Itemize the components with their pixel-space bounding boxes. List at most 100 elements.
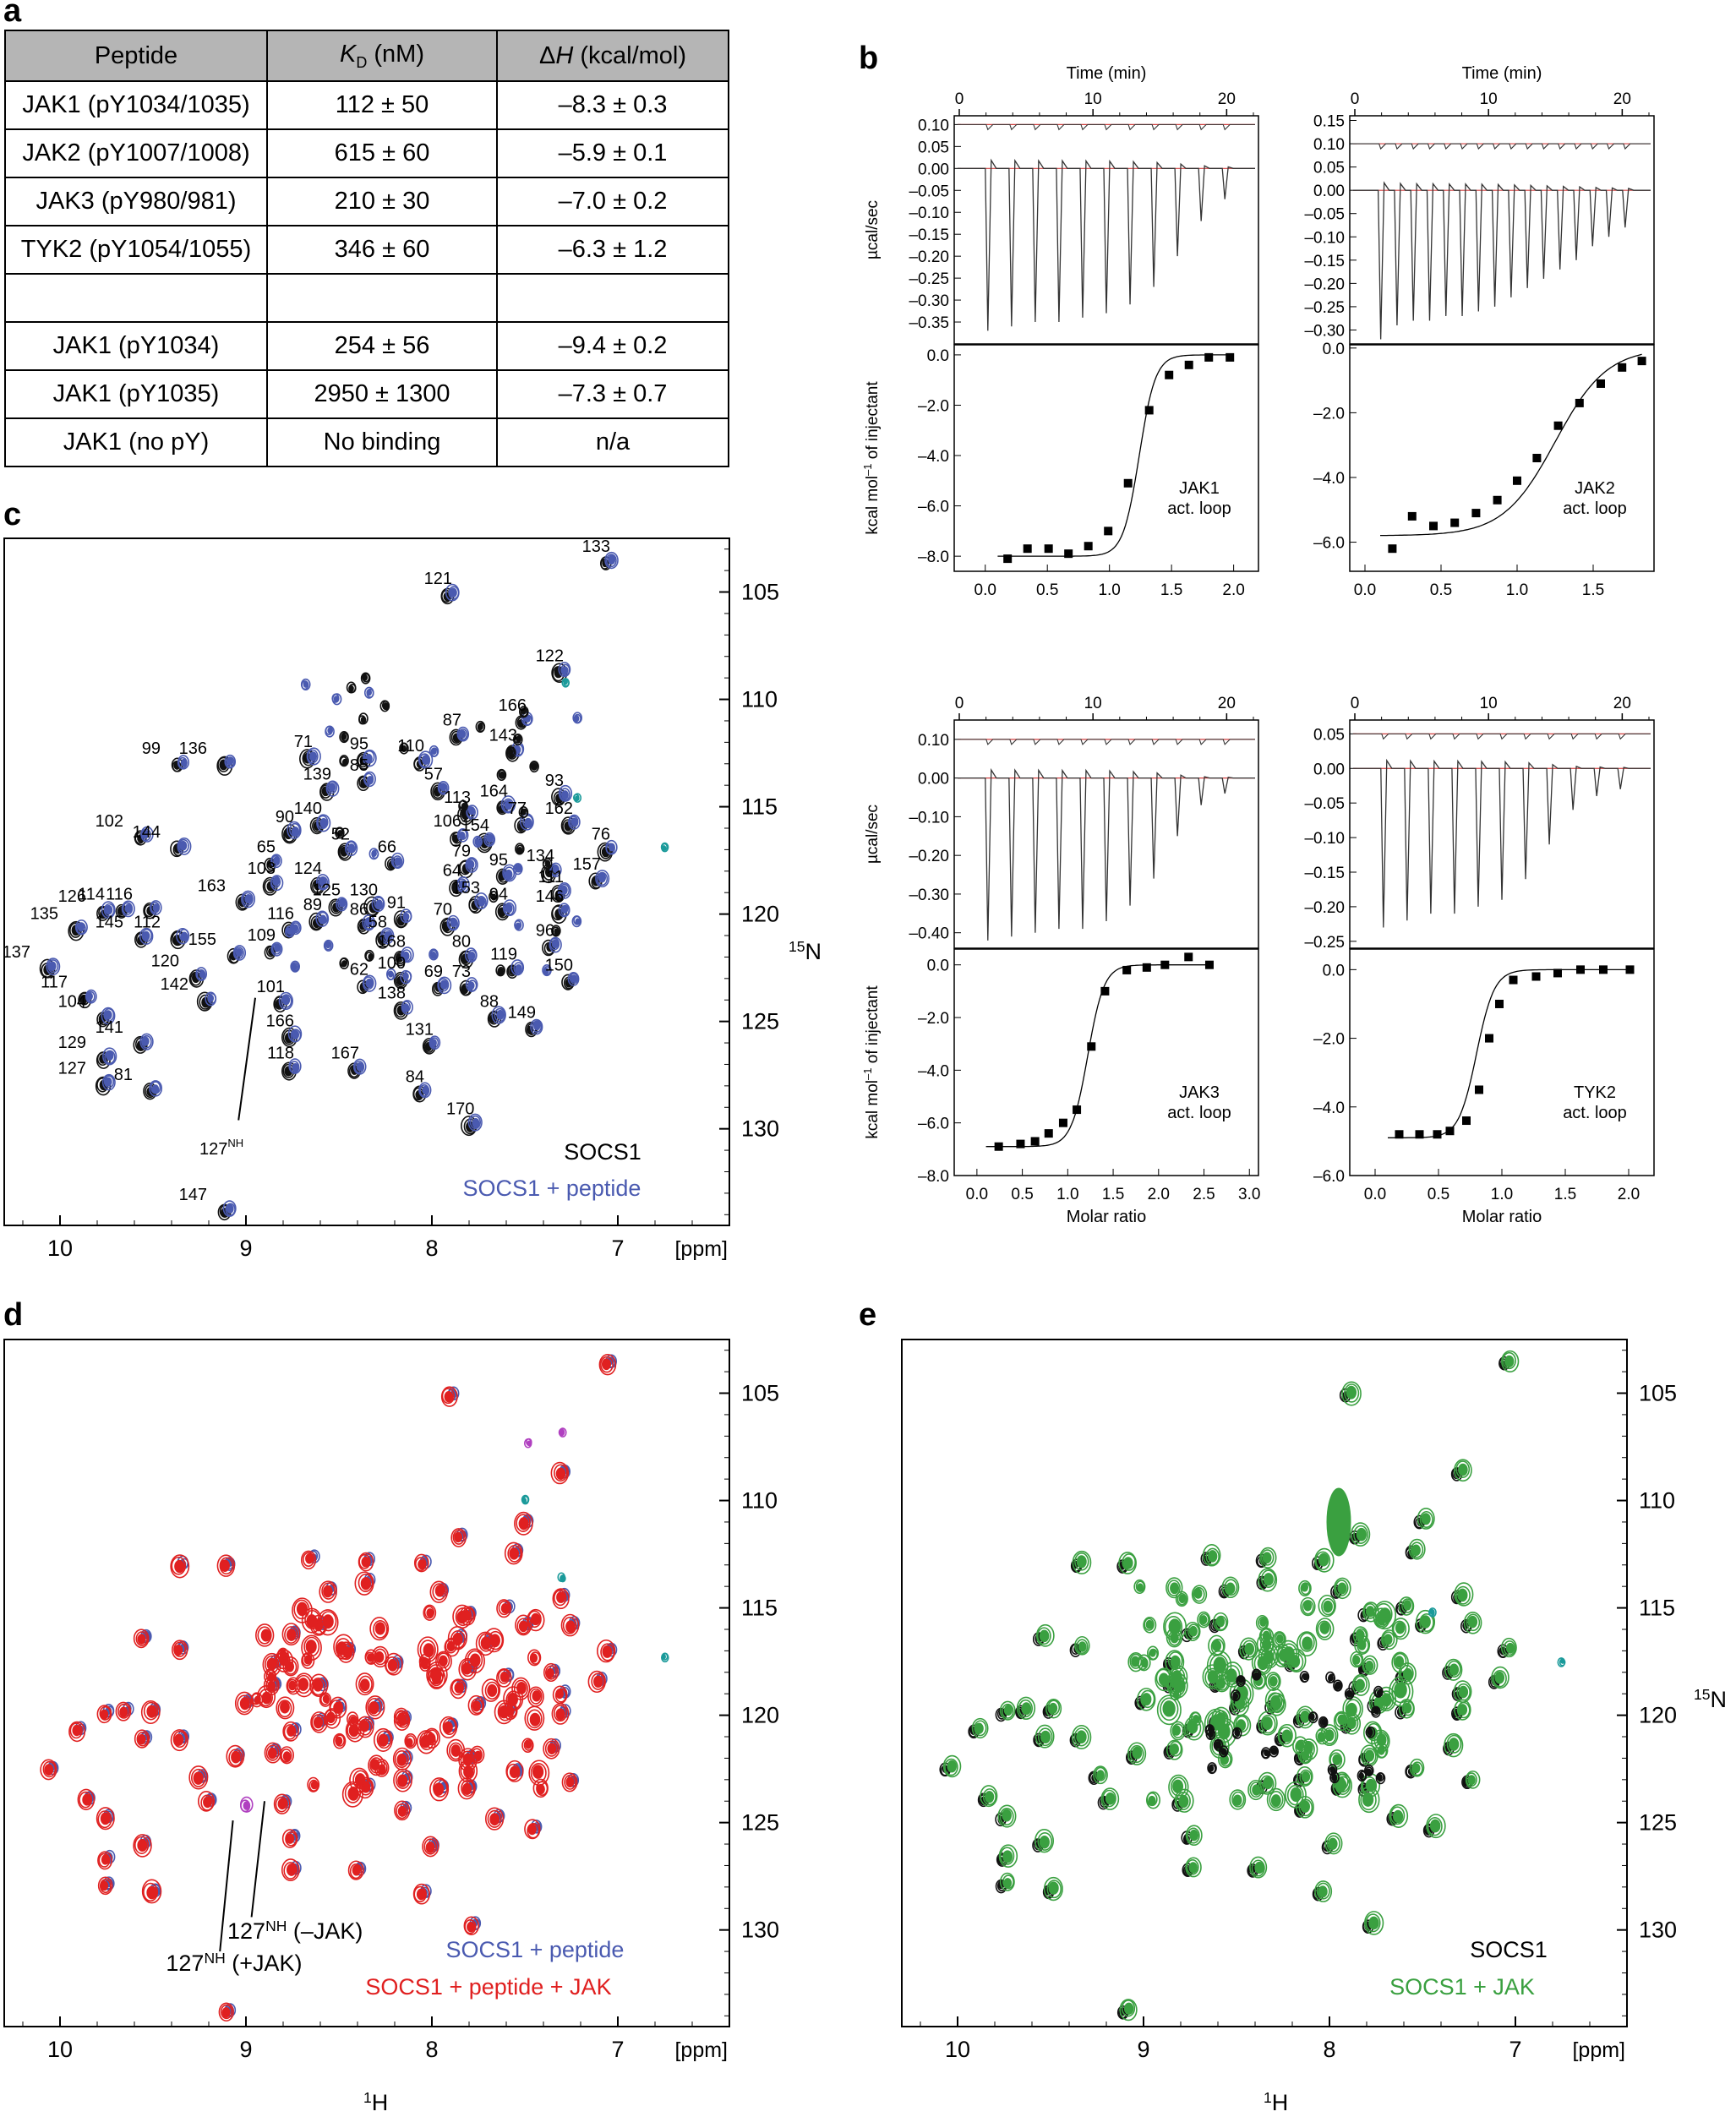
peak-socs1-peptide-jak	[137, 1634, 146, 1645]
n15-axis-title: 15N	[1694, 1686, 1727, 1712]
peak-socs1-peptide	[232, 945, 247, 961]
peak-extra	[366, 689, 372, 696]
peak-socs1-peptide-jak	[77, 1788, 96, 1811]
peak-socs1-jak	[1254, 1861, 1264, 1874]
residue-label: 76	[592, 825, 610, 843]
peak-socs1-peptide-jak	[368, 1700, 379, 1715]
peak-socs1-jak	[1046, 1880, 1062, 1899]
peak-socs1-peptide-jak	[100, 1812, 111, 1825]
peak-green-extra	[1264, 1688, 1286, 1713]
peak-socs1-peptide-jak	[188, 1765, 209, 1790]
peak-socs1-peptide	[522, 815, 534, 829]
peak-socs1-jak	[1314, 1547, 1335, 1573]
peak-socs1-peptide-jak	[467, 1921, 476, 1933]
data-point	[1204, 352, 1214, 362]
ratio-tick-label: 1.0	[1098, 581, 1120, 599]
peak-socs1-jak	[1100, 1787, 1120, 1810]
data-point	[1165, 370, 1174, 379]
peak-socs1-peptide	[456, 726, 470, 742]
peak-socs1-peptide-jak	[97, 1851, 113, 1870]
peak-socs1-jak	[1326, 1835, 1340, 1852]
peak-jak-extra	[279, 1650, 287, 1659]
reference-trace	[1353, 733, 1651, 740]
peak-socs1-peptide-jak	[385, 1656, 400, 1674]
residue-label: 73	[452, 963, 471, 981]
peak-socs1-jak	[1456, 1701, 1471, 1719]
peak-socs1-peptide-jak	[450, 1528, 467, 1547]
annotation-pointer	[237, 997, 256, 1121]
residue-label: 101	[257, 978, 285, 996]
peak-socs1-peptide-jak	[360, 1576, 372, 1590]
panel-annotation-loop: act. loop	[1563, 1104, 1627, 1122]
peak-socs1-peptide-jak	[560, 1613, 580, 1637]
peak-magenta	[559, 1429, 565, 1436]
peak-127-jak	[243, 1801, 251, 1810]
peak-socs1-peptide	[381, 929, 393, 942]
peak-green-extra	[1318, 1594, 1336, 1618]
peak-black-extra	[1346, 1690, 1352, 1698]
peak-jak-extra	[481, 1678, 501, 1702]
peak-socs1-jak	[974, 1720, 987, 1737]
peak-green-extra	[1269, 1791, 1284, 1809]
peak-socs1-jak	[1362, 1655, 1378, 1675]
peak-socs1-peptide-jak	[228, 1749, 243, 1767]
ppm-tick-label: 8	[1323, 2037, 1335, 2062]
n15-tick-label: 130	[741, 1918, 779, 1943]
peak-extra	[490, 893, 497, 901]
peak-socs1-peptide-jak	[174, 1559, 185, 1574]
peak-socs1-jak	[1170, 1655, 1181, 1669]
peak-socs1-jak	[1504, 1355, 1515, 1368]
peak-socs1-peptide-jak	[287, 1725, 296, 1737]
peak-socs1-peptide-jak	[133, 1834, 152, 1858]
table-cell: –7.3 ± 0.7	[496, 369, 729, 419]
peak-socs1-peptide-jak	[451, 1679, 464, 1696]
ucal-tick-label: 0.00	[1313, 183, 1345, 200]
kcal-tick-label: –2.0	[1313, 1031, 1345, 1049]
peak-socs1-peptide-jak	[429, 1580, 448, 1603]
table-cell	[496, 273, 729, 323]
peak-socs1-peptide	[180, 931, 188, 941]
peak-socs1-peptide	[570, 974, 578, 983]
legend-socs1-peptide: SOCS1 + peptide	[463, 1176, 641, 1201]
peak-socs1-peptide	[502, 798, 515, 813]
peak-jak-extra	[310, 1781, 318, 1790]
peak-jak-extra	[406, 1738, 413, 1747]
peak-socs1-peptide-jak	[285, 1831, 298, 1847]
peak-extra	[431, 747, 437, 755]
peak-jak-extra	[523, 1739, 533, 1751]
data-point	[1064, 549, 1073, 559]
peak-socs1-peptide-jak	[395, 1771, 411, 1790]
peak-socs1-peptide-jak	[302, 1552, 315, 1567]
peak-socs1-peptide-jak	[504, 1541, 523, 1565]
peak-black-extra	[1251, 1668, 1262, 1681]
peak-green-extra	[1226, 1668, 1237, 1683]
peak-socs1-jak	[1301, 1771, 1311, 1782]
peak-socs1-jak	[1501, 1350, 1520, 1372]
peak-socs1-peptide	[401, 1001, 411, 1012]
peak-socs1-peptide-jak	[597, 1639, 616, 1663]
peak-socs1-peptide-jak	[440, 1386, 458, 1407]
peak-socs1-peptide	[469, 1115, 482, 1130]
peak-black-extra	[1302, 1673, 1308, 1681]
peak-socs1-jak	[1140, 1689, 1155, 1709]
peak-socs1-jak	[998, 1844, 1018, 1868]
hsqc-panel-d: 10 9 8 7 [ppm] 105 110 115 120 125 130 127NH (–JAK)…	[3, 1339, 779, 2115]
ucal-tick-label: –0.05	[1304, 795, 1345, 813]
peak-socs1-jak	[1074, 1552, 1089, 1571]
peak-extra	[290, 960, 300, 973]
peak-jak-extra	[352, 1770, 368, 1790]
peak-socs1-peptide-jak	[358, 1778, 373, 1796]
peak-socs1-peptide-jak	[193, 1771, 204, 1785]
peak-jak-extra	[484, 1681, 500, 1700]
peak-socs1-peptide-jak	[98, 1852, 111, 1868]
peak-socs1-jak	[1121, 2000, 1136, 2017]
peak-jak-extra	[279, 1746, 294, 1765]
peak-green-extra	[1255, 1614, 1269, 1631]
peak-extra	[530, 761, 538, 771]
peak-socs1-peptide	[292, 1063, 299, 1072]
peak-socs1-jak	[1037, 1832, 1053, 1851]
peak-socs1-jak	[1454, 1582, 1474, 1607]
peak-socs1-peptide-jak	[221, 2007, 231, 2018]
peak-socs1-peptide-jak	[284, 1626, 298, 1644]
peak-jak-extra	[467, 1650, 483, 1670]
